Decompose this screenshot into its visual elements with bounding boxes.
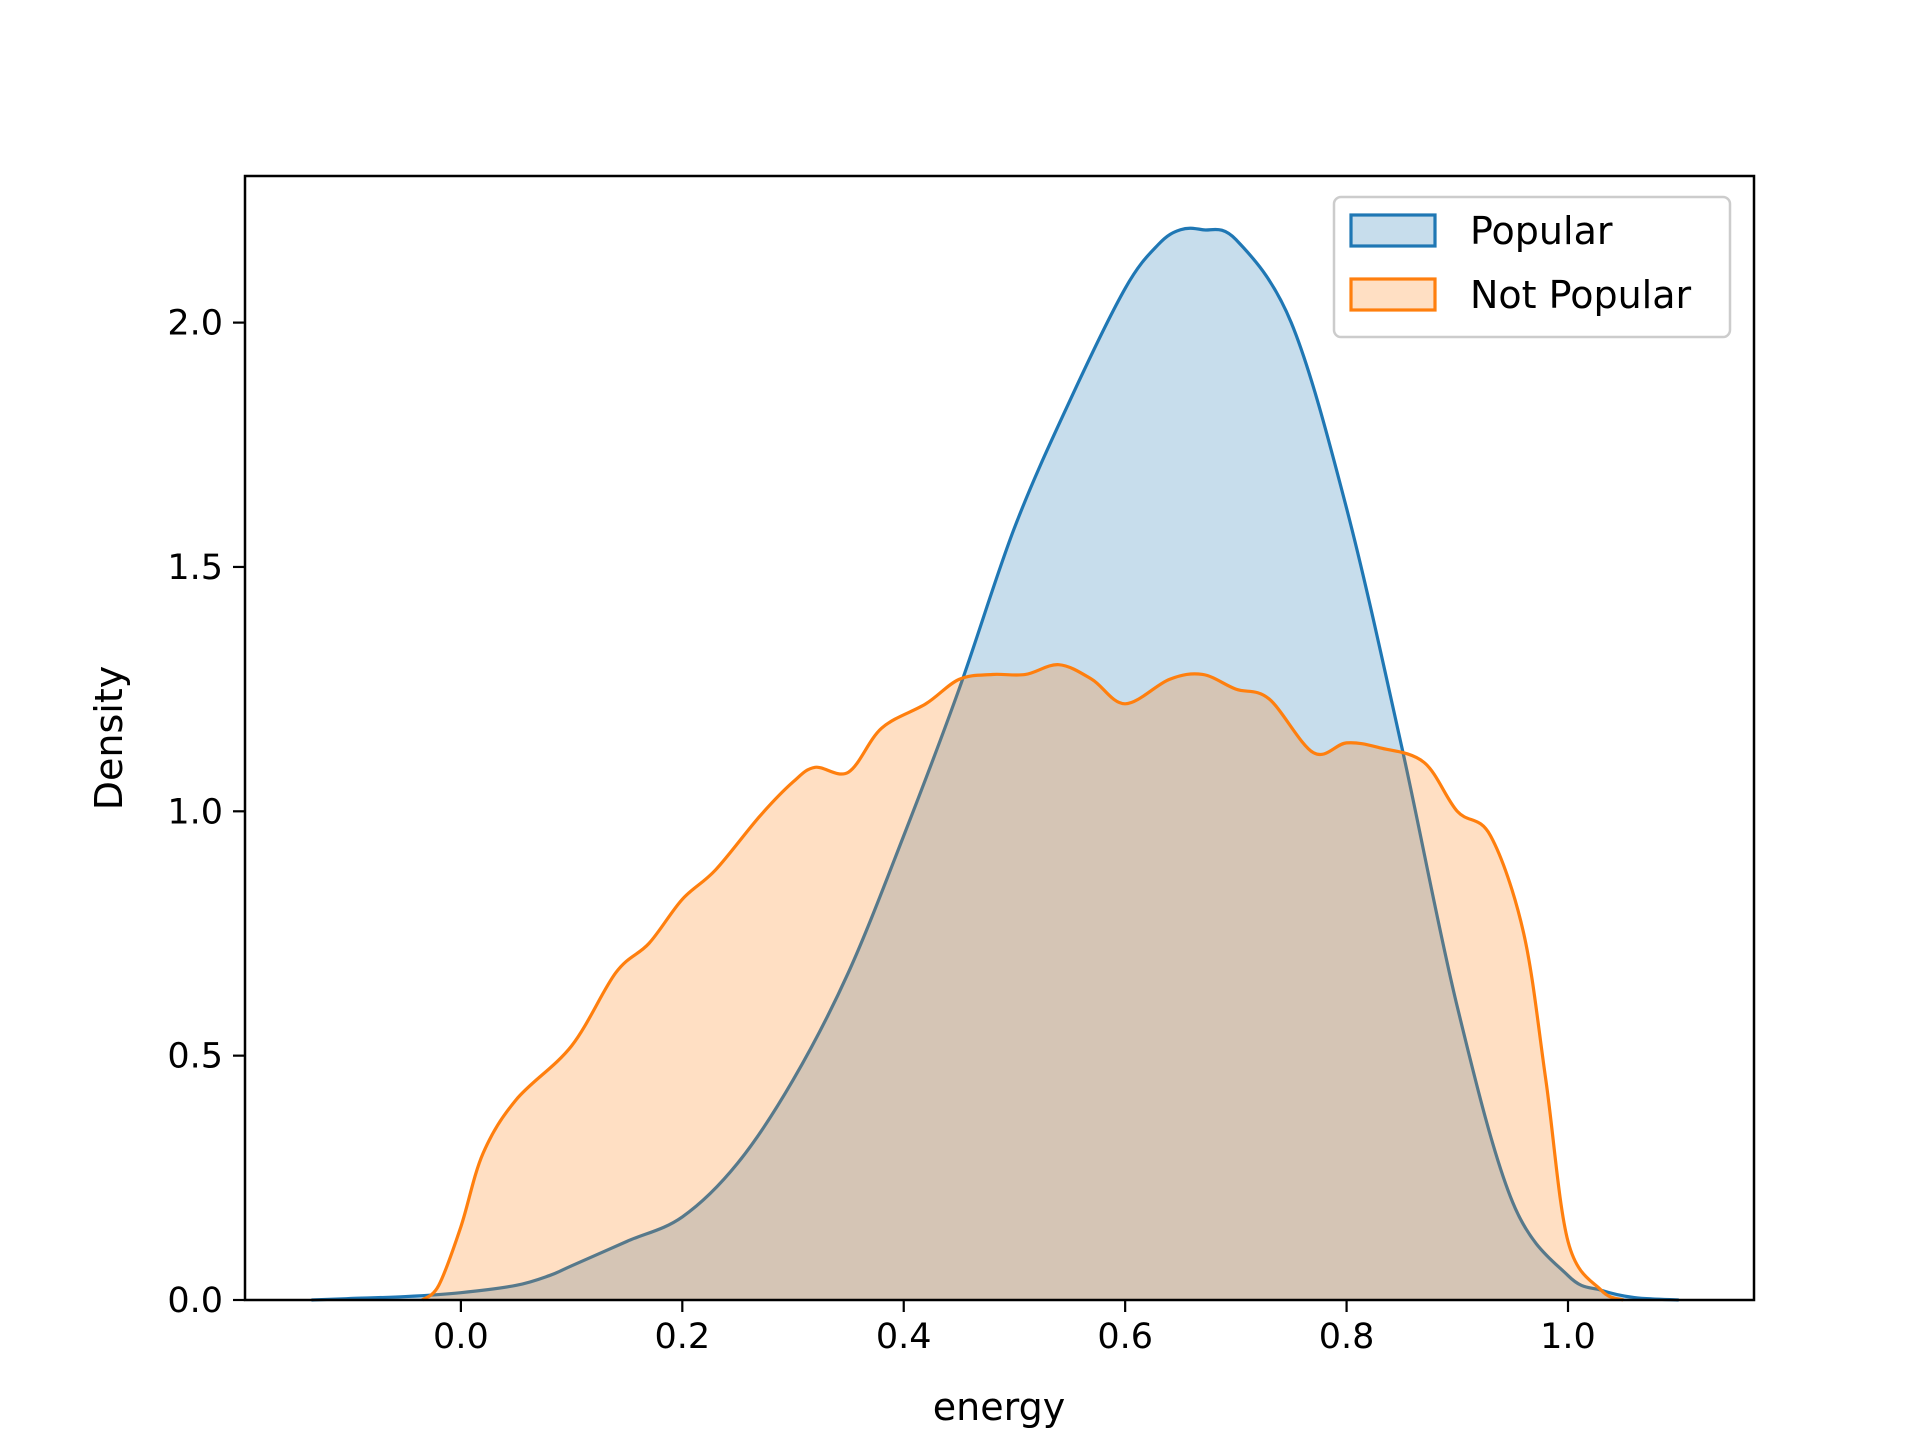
x-axis: 0.0 0.2 0.4 0.6 0.8 1.0 [433, 1300, 1596, 1357]
y-axis: 0.0 0.5 1.0 1.5 2.0 [167, 304, 245, 1321]
x-tick-label: 0.0 [433, 1317, 489, 1357]
y-tick-label: 0.0 [167, 1281, 223, 1321]
y-tick-label: 0.5 [167, 1037, 223, 1077]
series-layer [311, 226, 1679, 1302]
x-tick-label: 1.0 [1540, 1317, 1596, 1357]
y-tick-label: 1.0 [167, 792, 223, 832]
x-axis-label: energy [933, 1385, 1065, 1429]
series-area-not-popular [422, 664, 1624, 1300]
legend-swatch-bg-not-popular [1351, 279, 1435, 310]
series-line-popular [311, 226, 1679, 1302]
y-tick-label: 2.0 [167, 304, 223, 344]
legend-label-popular: Popular [1470, 209, 1613, 253]
legend-swatch-popular [1349, 213, 1437, 248]
legend-swatch-bg-popular [1351, 215, 1435, 246]
x-tick-label: 0.6 [1097, 1317, 1153, 1357]
legend-label-not-popular: Not Popular [1470, 273, 1692, 317]
series-area-popular [311, 228, 1679, 1300]
y-tick-label: 1.5 [167, 548, 223, 588]
legend-entries: Popular Not Popular [1349, 209, 1692, 317]
y-axis-label: Density [87, 666, 131, 810]
x-tick-label: 0.2 [654, 1317, 710, 1357]
legend: Popular Not Popular [1332, 195, 1732, 339]
x-tick-label: 0.8 [1319, 1317, 1375, 1357]
legend-swatch-not-popular [1349, 277, 1437, 312]
series-line-not-popular [421, 663, 1625, 1302]
plot-frame [243, 174, 1756, 1302]
x-tick-label: 0.4 [876, 1317, 932, 1357]
